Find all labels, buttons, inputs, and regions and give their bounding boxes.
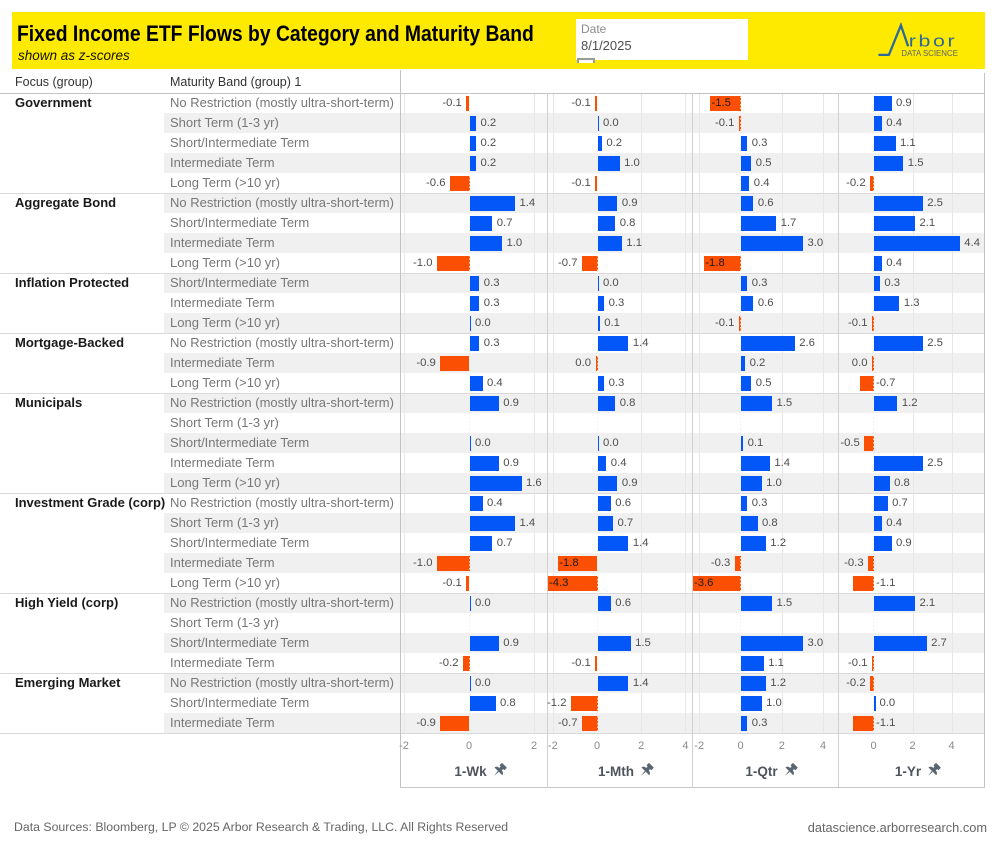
svg-text:rbor: rbor: [909, 32, 958, 50]
svg-text:DATA SCIENCE: DATA SCIENCE: [901, 49, 958, 58]
